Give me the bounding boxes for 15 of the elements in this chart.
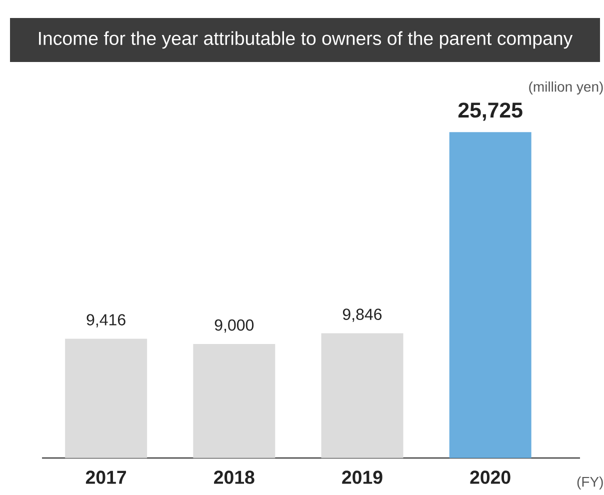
x-tick-label: 2018	[214, 470, 254, 484]
x-tick-label: 2020	[470, 470, 510, 484]
x-tick-label: 2017	[86, 470, 126, 484]
bar	[321, 333, 404, 458]
x-axis-title: (FY)	[577, 476, 603, 490]
data-label: 9,846	[342, 308, 382, 322]
bar	[65, 338, 148, 458]
data-label: 9,416	[86, 314, 126, 328]
data-label: 25,725	[458, 102, 522, 121]
bar	[193, 344, 276, 458]
data-label: 9,000	[214, 319, 254, 333]
chart-title: Income for the year attributable to owners of the parent company	[39, 31, 573, 49]
x-tick-label: 2019	[342, 470, 382, 484]
y-axis-title: (million yen)	[529, 81, 603, 95]
bar	[449, 132, 532, 458]
